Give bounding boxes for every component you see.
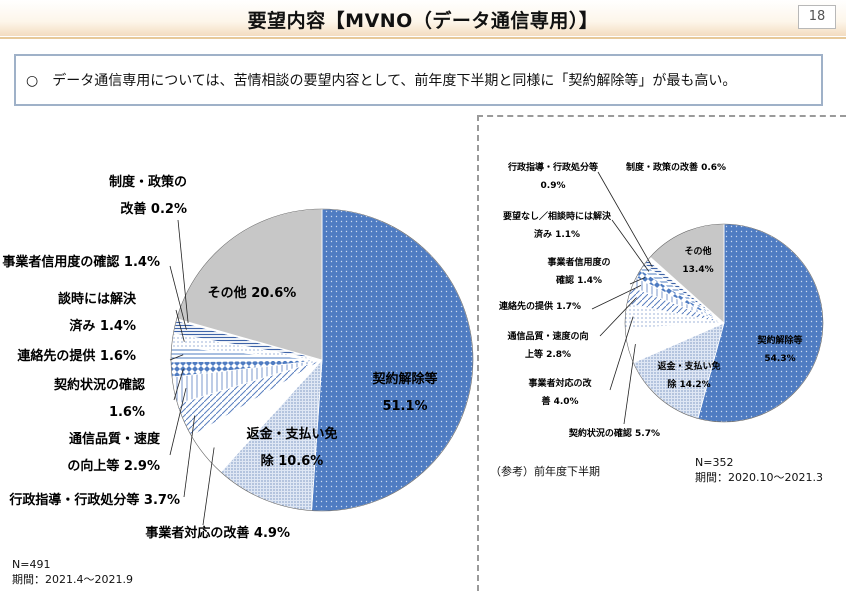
reference-leader-line: [609, 316, 634, 391]
current-leader-line: [175, 309, 185, 342]
reference-slice-label: 事業者対応の改: [528, 377, 592, 389]
current-leader-line: [169, 265, 187, 330]
reference-leader-line: [611, 219, 650, 272]
reference-slice-label: 除 14.2%: [667, 378, 710, 390]
current-slice-label: 行政指導・行政処分等 3.7%: [8, 492, 180, 508]
reference-slice-label: 契約状況の確認 5.7%: [568, 427, 660, 439]
current-slice-label: 除 10.6%: [261, 453, 324, 469]
reference-slice-label: 連絡先の提供 1.7%: [499, 300, 581, 312]
current-slice-label: 51.1%: [382, 399, 427, 414]
reference-leader-line: [597, 171, 653, 268]
current-leader-line: [183, 415, 196, 498]
reference-leader-line: [591, 285, 642, 310]
current-leader-line: [169, 388, 187, 456]
reference-slice-label: 済み 1.1%: [534, 228, 580, 240]
reference-leader-line: [629, 277, 646, 285]
current-slice-label: 改善 0.2%: [120, 201, 187, 217]
current-leader-line: [177, 219, 189, 323]
reference-pie-outline: [624, 223, 824, 423]
current-leader-line: [173, 368, 184, 401]
reference-slice-label: 返金・支払い免: [657, 360, 720, 372]
current-slice-label: 談時には解決: [58, 291, 137, 307]
current-pie-slice: [311, 208, 474, 512]
summary-box: ○ データ通信専用については、苦情相談の要望内容として、前年度下半期と同様に「契…: [14, 54, 823, 106]
reference-leader-line: [599, 297, 637, 337]
reference-slice-label: 13.4%: [682, 265, 713, 275]
current-slice-label: 返金・支払い免: [246, 426, 337, 442]
reference-pie-chart: [624, 223, 824, 423]
current-slice-label: 通信品質・速度: [69, 431, 161, 447]
current-slice-label: 制度・政策の: [109, 174, 187, 190]
reference-slice-label: その他: [684, 245, 711, 257]
header-rule: [0, 37, 846, 39]
reference-period-label: 期間：2020.10～2021.3: [695, 471, 823, 484]
current-leader-line: [169, 354, 184, 361]
reference-caption: （参考）前年度下半期: [490, 465, 600, 478]
main-pie-chart: [170, 208, 474, 512]
main-n-label: N=491: [12, 558, 51, 571]
reference-slice-label: 要望なし／相談時には解決: [503, 210, 612, 222]
current-leader-line: [202, 447, 215, 526]
page-title: 要望内容【MVNO（データ通信専用）】: [247, 10, 599, 32]
current-slice-label: 済み 1.4%: [69, 318, 136, 334]
dashed-divider-horizontal: [477, 115, 846, 117]
main-period-label: 期間：2021.4～2021.9: [12, 573, 133, 586]
current-slice-label: 事業者信用度の確認 1.4%: [2, 254, 160, 270]
reference-slice-label: 54.3%: [764, 354, 795, 364]
current-slice-label: 契約状況の確認: [53, 377, 145, 393]
reference-slice-label: 制度・政策の改善 0.6%: [626, 161, 726, 173]
reference-slice-label: 0.9%: [541, 181, 566, 191]
reference-slice-label: 確認 1.4%: [556, 274, 602, 286]
reference-leader-line: [623, 344, 636, 425]
current-slice-label: 連絡先の提供 1.6%: [17, 348, 136, 364]
reference-slice-label: 善 4.0%: [541, 395, 578, 407]
current-slice-label: 契約解除等: [371, 371, 437, 387]
reference-n-label: N=352: [695, 456, 734, 469]
header-band: [0, 0, 846, 36]
reference-slice-label: 通信品質・速度の向: [507, 330, 588, 342]
current-slice-label: その他 20.6%: [208, 285, 297, 301]
current-slice-label: 事業者対応の改善 4.9%: [145, 525, 290, 541]
reference-slice-label: 行政指導・行政処分等: [507, 161, 598, 173]
summary-text: ○ データ通信専用については、苦情相談の要望内容として、前年度下半期と同様に「契…: [26, 73, 737, 89]
reference-slice-label: 上等 2.8%: [525, 348, 571, 360]
current-slice-label: 1.6%: [109, 405, 145, 420]
page-number: 18: [798, 5, 836, 29]
reference-slice-label: 契約解除等: [756, 334, 802, 346]
current-slice-label: の向上等 2.9%: [67, 458, 160, 474]
dashed-divider-vertical: [477, 115, 479, 591]
reference-slice-label: 事業者信用度の: [547, 256, 610, 268]
